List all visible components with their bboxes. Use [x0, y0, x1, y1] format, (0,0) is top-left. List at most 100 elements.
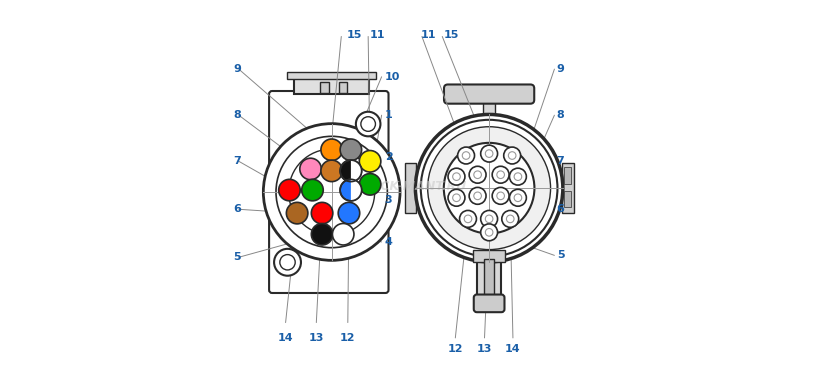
Circle shape — [507, 215, 514, 223]
Text: 13: 13 — [477, 344, 492, 354]
Text: 6: 6 — [234, 204, 241, 214]
Text: 12: 12 — [448, 344, 463, 354]
Circle shape — [453, 194, 460, 202]
Circle shape — [321, 139, 343, 161]
Circle shape — [474, 171, 481, 179]
Bar — [483, 98, 496, 117]
Circle shape — [510, 189, 527, 206]
Bar — [385, 169, 396, 215]
Text: 12: 12 — [339, 333, 354, 343]
Circle shape — [465, 215, 472, 223]
Text: 8: 8 — [234, 110, 241, 120]
Bar — [405, 163, 416, 213]
Circle shape — [486, 228, 493, 236]
Bar — [473, 250, 505, 262]
Text: TRUCK-MANT.RU: TRUCK-MANT.RU — [353, 180, 467, 193]
Circle shape — [279, 179, 300, 201]
Circle shape — [340, 160, 362, 182]
Circle shape — [339, 202, 360, 224]
FancyBboxPatch shape — [444, 84, 534, 104]
FancyBboxPatch shape — [269, 91, 389, 293]
Circle shape — [514, 173, 522, 180]
Circle shape — [312, 223, 333, 245]
FancyBboxPatch shape — [474, 295, 505, 312]
Bar — [562, 163, 574, 213]
Text: 15: 15 — [444, 30, 459, 40]
Circle shape — [496, 192, 505, 200]
Circle shape — [504, 147, 521, 164]
Circle shape — [496, 171, 505, 179]
Wedge shape — [351, 179, 362, 201]
Circle shape — [480, 145, 497, 162]
Circle shape — [333, 223, 354, 245]
Circle shape — [510, 168, 527, 185]
Text: 9: 9 — [234, 64, 241, 74]
Text: 10: 10 — [385, 72, 400, 82]
Text: 5: 5 — [557, 250, 564, 260]
Text: 7: 7 — [234, 156, 241, 166]
Circle shape — [448, 189, 465, 206]
Text: 6: 6 — [557, 204, 564, 214]
Bar — [564, 191, 571, 207]
Circle shape — [480, 224, 497, 241]
Circle shape — [312, 202, 333, 224]
Bar — [484, 259, 495, 305]
Circle shape — [360, 151, 381, 172]
Circle shape — [361, 117, 375, 131]
Circle shape — [300, 158, 322, 180]
Circle shape — [492, 187, 509, 204]
Circle shape — [492, 166, 509, 183]
Text: 1: 1 — [385, 110, 392, 120]
Circle shape — [508, 152, 516, 159]
Text: 15: 15 — [346, 30, 362, 40]
Circle shape — [453, 173, 460, 180]
Circle shape — [263, 124, 400, 260]
Circle shape — [302, 179, 323, 201]
Text: 14: 14 — [278, 333, 293, 343]
Text: 9: 9 — [557, 64, 564, 74]
Bar — [320, 82, 328, 93]
Circle shape — [459, 210, 476, 227]
Circle shape — [486, 215, 493, 223]
Circle shape — [416, 114, 563, 262]
Text: 14: 14 — [505, 344, 521, 354]
Circle shape — [280, 255, 295, 270]
Circle shape — [356, 112, 381, 136]
Circle shape — [289, 149, 375, 235]
Circle shape — [462, 152, 470, 159]
Circle shape — [274, 249, 301, 276]
Bar — [477, 257, 501, 307]
Circle shape — [340, 139, 362, 161]
Circle shape — [480, 210, 497, 227]
Circle shape — [286, 202, 308, 224]
Circle shape — [444, 143, 534, 233]
Text: 4: 4 — [385, 237, 392, 247]
Text: 11: 11 — [421, 30, 436, 40]
Bar — [564, 167, 571, 184]
Wedge shape — [351, 160, 362, 182]
Circle shape — [448, 168, 465, 185]
Text: 7: 7 — [557, 156, 564, 166]
Bar — [287, 72, 376, 79]
Text: 13: 13 — [308, 333, 324, 343]
Bar — [339, 82, 347, 93]
Text: 11: 11 — [370, 30, 386, 40]
Circle shape — [428, 127, 550, 250]
Circle shape — [501, 210, 518, 227]
Circle shape — [514, 194, 522, 202]
Circle shape — [470, 187, 486, 204]
Circle shape — [276, 136, 387, 248]
Circle shape — [321, 160, 343, 182]
Circle shape — [458, 147, 475, 164]
Text: 5: 5 — [234, 252, 241, 262]
Bar — [294, 78, 369, 94]
Circle shape — [340, 179, 362, 201]
Circle shape — [474, 192, 481, 200]
Circle shape — [470, 166, 486, 183]
Text: 2: 2 — [385, 152, 392, 162]
Text: 8: 8 — [557, 110, 564, 120]
Circle shape — [486, 150, 493, 157]
Circle shape — [360, 174, 381, 195]
Circle shape — [421, 120, 558, 257]
Text: 3: 3 — [385, 195, 392, 205]
